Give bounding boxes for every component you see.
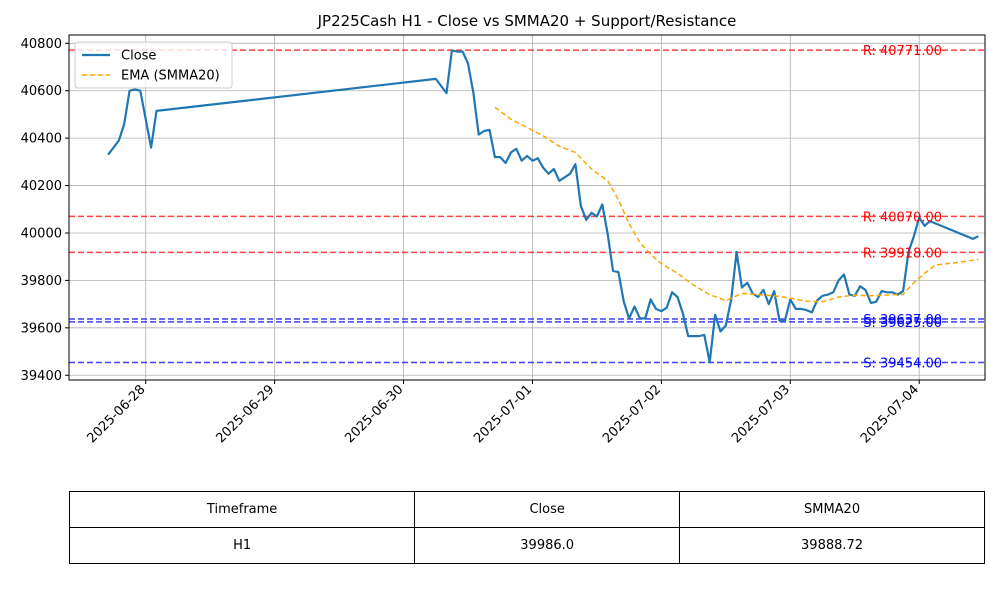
smma20-series-line xyxy=(494,106,979,303)
x-tick-label: 2025-07-03 xyxy=(729,382,793,446)
legend-close-label: Close xyxy=(121,49,156,64)
x-tick-label: 2025-06-30 xyxy=(342,382,406,446)
table-header-cell: Timeframe xyxy=(68,491,416,528)
resistance-level-label: R: 39918.00 xyxy=(863,246,942,261)
legend: Close EMA (SMMA20) xyxy=(74,41,233,89)
table-header-row: Timeframe Close SMMA20 xyxy=(68,491,985,528)
legend-smma-label: EMA (SMMA20) xyxy=(121,69,220,84)
resistance-level-label: R: 40771.00 xyxy=(863,44,942,59)
x-tick-label: 2025-06-28 xyxy=(85,382,149,446)
y-tick-label: 40200 xyxy=(21,179,62,194)
level-labels: R: 40771.00 R: 40070.00 R: 39918.00 S: 3963… xyxy=(863,44,942,371)
x-tick-label: 2025-06-29 xyxy=(213,382,277,446)
table-row: H1 39986.0 39888.72 xyxy=(68,527,985,564)
table-cell: 39986.0 xyxy=(414,527,681,564)
x-tick-label: 2025-07-04 xyxy=(858,382,922,446)
price-chart: JP225Cash H1 - Close vs SMMA20 + Support… xyxy=(21,12,986,446)
x-tick-label: 2025-07-01 xyxy=(471,382,535,446)
y-tick-label: 39800 xyxy=(21,274,62,289)
resistance-level-label: R: 40070.00 xyxy=(863,210,942,225)
table-cell: 39888.72 xyxy=(679,527,985,564)
y-tick-label: 40600 xyxy=(21,84,62,99)
summary-table: Timeframe Close SMMA20 H1 39986.0 39888.… xyxy=(68,491,985,564)
support-level-label: S: 39454.00 xyxy=(863,356,942,371)
y-tick-label: 40400 xyxy=(21,132,62,147)
table-header-cell: Close xyxy=(414,491,681,528)
table-cell: H1 xyxy=(68,527,416,564)
chart-title: JP225Cash H1 - Close vs SMMA20 + Support… xyxy=(317,12,737,30)
x-tick-label: 2025-07-02 xyxy=(600,382,664,446)
series-lines xyxy=(107,49,979,364)
y-tick-label: 39400 xyxy=(21,369,62,384)
table-header-cell: SMMA20 xyxy=(679,491,985,528)
close-series-line xyxy=(107,49,979,364)
y-tick-label: 40000 xyxy=(21,226,62,241)
plot-frame xyxy=(68,34,986,381)
y-tick-label: 40800 xyxy=(21,37,62,52)
legend-box xyxy=(74,41,233,89)
y-tick-label: 39600 xyxy=(21,321,62,336)
axis-ticks: 39400 39600 39800 40000 40200 40400 40600 40800… xyxy=(21,37,922,446)
support-level-label: S: 39637.00 xyxy=(863,313,942,328)
support-resistance-lines xyxy=(69,49,985,364)
support-level-label: S: 39625.00 xyxy=(863,316,942,331)
